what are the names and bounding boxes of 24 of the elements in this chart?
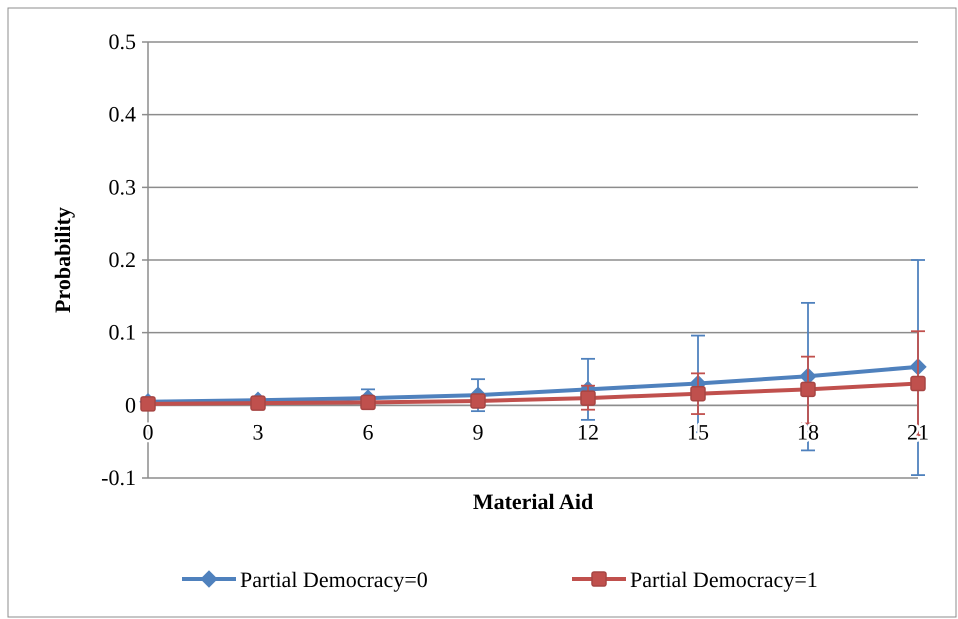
x-tick-label: 6: [362, 419, 374, 444]
y-tick-label: 0.2: [108, 247, 136, 272]
point: [140, 396, 156, 412]
point: [470, 393, 486, 409]
point: [360, 394, 376, 410]
point: [580, 390, 596, 406]
point: [800, 382, 816, 398]
x-axis-title: Material Aid: [472, 489, 594, 514]
y-tick-label: -0.1: [101, 465, 136, 490]
point: [250, 395, 266, 411]
y-axis-title: Probability: [50, 207, 75, 313]
legend-label: Partial Democracy=0: [240, 567, 428, 592]
y-tick-label: 0.3: [108, 174, 136, 200]
y-tick-label: 0.4: [108, 102, 136, 127]
point: [690, 386, 706, 402]
x-tick-label: 9: [472, 419, 484, 444]
point: [910, 376, 926, 392]
y-tick-label: 0.5: [108, 29, 136, 54]
y-tick-label: 0.1: [108, 320, 136, 345]
x-tick-label: 0: [142, 419, 154, 444]
y-tick-label: 0: [125, 392, 136, 418]
x-tick-label: 12: [577, 419, 599, 444]
legend-label: Partial Democracy=1: [630, 567, 818, 592]
x-tick-label: 3: [252, 419, 264, 444]
